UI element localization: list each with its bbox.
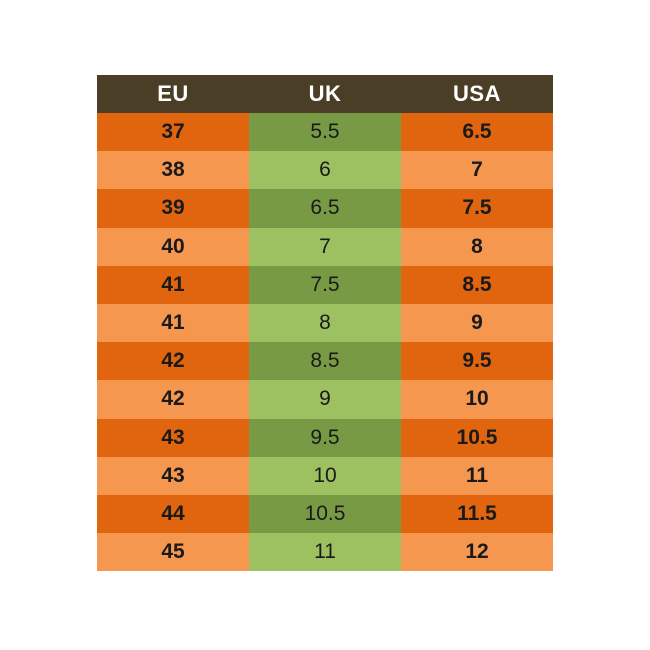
table-row: 41 8 9 xyxy=(97,303,553,343)
table-body: 37 5.5 6.5 38 6 7 39 6.5 7.5 40 7 8 41 7… xyxy=(97,113,553,572)
cell-usa: 6.5 xyxy=(401,113,553,152)
cell-uk: 8 xyxy=(249,303,401,343)
cell-eu: 42 xyxy=(97,342,249,381)
table-header: EU UK USA xyxy=(97,75,553,113)
cell-eu: 38 xyxy=(97,151,249,190)
cell-usa: 8 xyxy=(401,227,553,266)
cell-uk: 6.5 xyxy=(249,189,401,228)
table-row: 43 10 11 xyxy=(97,456,553,495)
header-uk: UK xyxy=(249,75,401,113)
cell-usa: 10.5 xyxy=(401,418,553,457)
cell-uk: 7.5 xyxy=(249,265,401,304)
cell-uk: 10.5 xyxy=(249,494,401,534)
cell-eu: 42 xyxy=(97,380,249,419)
cell-uk: 7 xyxy=(249,227,401,266)
cell-usa: 11 xyxy=(401,456,553,495)
cell-usa: 12 xyxy=(401,533,553,572)
cell-eu: 43 xyxy=(97,418,249,457)
cell-eu: 39 xyxy=(97,189,249,228)
table-row: 41 7.5 8.5 xyxy=(97,265,553,304)
table-row: 44 10.5 11.5 xyxy=(97,494,553,534)
table-row: 45 11 12 xyxy=(97,533,553,572)
table-row: 40 7 8 xyxy=(97,227,553,266)
table-row: 43 9.5 10.5 xyxy=(97,418,553,457)
cell-usa: 7.5 xyxy=(401,189,553,228)
cell-usa: 9.5 xyxy=(401,342,553,381)
cell-usa: 8.5 xyxy=(401,265,553,304)
cell-uk: 6 xyxy=(249,151,401,190)
cell-uk: 11 xyxy=(249,533,401,572)
header-row: EU UK USA xyxy=(97,75,553,113)
cell-usa: 10 xyxy=(401,380,553,419)
size-conversion-table: EU UK USA 37 5.5 6.5 38 6 7 39 6.5 7.5 4… xyxy=(97,75,553,572)
cell-uk: 8.5 xyxy=(249,342,401,381)
table-row: 42 8.5 9.5 xyxy=(97,342,553,381)
table-row: 42 9 10 xyxy=(97,380,553,419)
cell-uk: 10 xyxy=(249,456,401,495)
table-row: 39 6.5 7.5 xyxy=(97,189,553,228)
cell-usa: 9 xyxy=(401,303,553,343)
cell-usa: 11.5 xyxy=(401,494,553,534)
header-eu: EU xyxy=(97,75,249,113)
header-usa: USA xyxy=(401,75,553,113)
cell-uk: 9.5 xyxy=(249,418,401,457)
cell-uk: 5.5 xyxy=(249,113,401,152)
cell-eu: 45 xyxy=(97,533,249,572)
cell-eu: 41 xyxy=(97,303,249,343)
table-row: 38 6 7 xyxy=(97,151,553,190)
cell-usa: 7 xyxy=(401,151,553,190)
cell-eu: 37 xyxy=(97,113,249,152)
cell-eu: 43 xyxy=(97,456,249,495)
cell-eu: 41 xyxy=(97,265,249,304)
cell-uk: 9 xyxy=(249,380,401,419)
cell-eu: 40 xyxy=(97,227,249,266)
cell-eu: 44 xyxy=(97,494,249,534)
table-row: 37 5.5 6.5 xyxy=(97,113,553,152)
